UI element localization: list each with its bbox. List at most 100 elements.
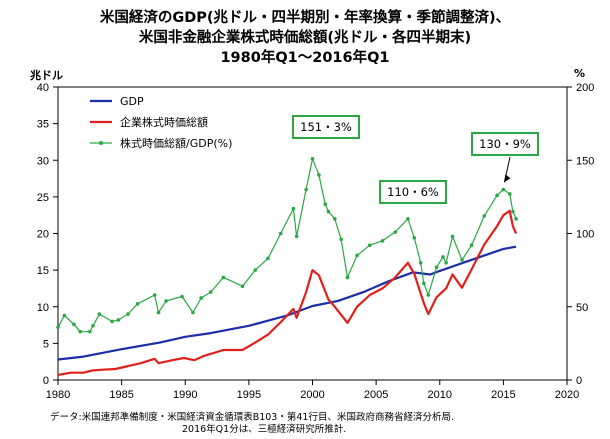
y-right-tick-label: 0 <box>576 375 582 387</box>
ratio-point <box>434 265 439 269</box>
annotations: 151・3% 110・6% 130・9% <box>292 115 539 204</box>
x-tick-label: 1990 <box>173 389 197 401</box>
chart-title-line-3: 1980年Q1〜2016年Q1 <box>220 50 390 66</box>
ratio-point <box>441 255 445 259</box>
series-line-gdp <box>57 245 517 361</box>
callout-arrowhead <box>504 174 511 183</box>
ratio-point <box>126 312 130 316</box>
callout-box <box>379 180 447 204</box>
ratio-point <box>135 302 140 306</box>
ratio-point <box>291 206 296 211</box>
y-right-tick-label: 100 <box>576 229 594 241</box>
ratio-point <box>164 299 168 303</box>
callout-label: 110・6% <box>387 185 439 199</box>
x-tick-label: 2005 <box>364 389 388 401</box>
ratio-point <box>199 296 203 300</box>
ratio-point <box>323 202 328 206</box>
x-tick-label: 1995 <box>237 389 261 401</box>
ratio-point <box>418 261 423 265</box>
x-tick-label: 2020 <box>555 389 579 401</box>
y-left-tick-label: 35 <box>37 119 49 131</box>
ratio-point <box>253 268 258 272</box>
y-right-tick-label: 200 <box>576 82 594 94</box>
ratio-point <box>339 237 343 242</box>
callout-box <box>292 115 360 139</box>
x-tick-label: 1985 <box>109 389 133 401</box>
x-tick-label: 1980 <box>46 389 70 401</box>
ratio-point <box>355 253 359 258</box>
y-left-tick-label: 25 <box>37 192 49 204</box>
series-line-market-cap <box>57 209 518 376</box>
y-left-tick-label: 40 <box>37 82 49 94</box>
ratio-point <box>460 258 464 262</box>
ratio-point <box>221 275 226 280</box>
x-tick-label: 2010 <box>428 389 452 401</box>
x-tick-label: 2000 <box>300 389 324 401</box>
ratio-point <box>406 217 410 221</box>
ratio-point <box>367 243 372 248</box>
ratio-point <box>412 236 417 240</box>
ratio-point <box>62 313 67 318</box>
ratio-point <box>240 284 245 289</box>
ratio-point <box>278 231 283 236</box>
legend-swatch-marker <box>99 141 103 145</box>
ratio-point <box>110 319 114 324</box>
ratio-point <box>191 310 195 315</box>
ratio-point <box>332 217 337 221</box>
ratio-point <box>266 256 270 261</box>
ratio-point <box>450 234 455 239</box>
ratio-point <box>507 192 512 196</box>
callout-box <box>471 132 539 156</box>
y-left-tick-label: 10 <box>37 302 49 314</box>
ratio-point <box>380 239 385 243</box>
y-left-tick-label: 5 <box>43 338 49 350</box>
ratio-point <box>326 209 331 214</box>
x-tick-label: 2015 <box>491 389 515 401</box>
ratio-point <box>91 323 95 328</box>
source-note-2: 2016年Q1分は、三極経済研究所推計. <box>182 424 347 435</box>
legend-label: 株式時価総額/GDP(%) <box>120 136 232 150</box>
y-left-tick-label: 20 <box>37 229 49 241</box>
ratio-point <box>393 230 398 234</box>
legend-label: 企業株式時価総額 <box>120 115 208 129</box>
ratio-point <box>495 193 499 198</box>
y-left-tick-label: 30 <box>37 155 49 167</box>
ratio-point <box>116 318 121 322</box>
source-notes: データ:米国連邦準備制度・米国経済資金循環表B103・第41行目、米国政府商務省… <box>50 412 454 436</box>
ratio-point <box>426 293 431 297</box>
chart-title-line-2: 米国非金融企業株式時価総額(兆ドル・各四半期末) <box>138 30 472 46</box>
legend-label: GDP <box>120 95 144 108</box>
ratio-point <box>514 217 518 221</box>
ratio-point <box>422 281 426 286</box>
ratio-point <box>56 325 60 330</box>
ratio-point <box>152 293 157 297</box>
ratio-point <box>78 329 83 334</box>
ratio-point <box>317 173 321 177</box>
ratio-point <box>180 294 184 299</box>
axes-layer: 1980 1985 1990 1995 2000 2005 2010 2015 20200510… <box>37 82 595 401</box>
ratio-point <box>444 261 448 265</box>
right-axis-unit: % <box>574 67 586 80</box>
ratio-point <box>156 310 161 315</box>
y-left-tick-label: 15 <box>37 265 49 277</box>
callout-label: 151・3% <box>300 120 352 134</box>
y-right-tick-label: 50 <box>576 302 588 314</box>
left-axis-unit: 兆ドル <box>30 69 63 82</box>
ratio-point <box>294 234 299 239</box>
callout-label: 130・9% <box>479 137 531 151</box>
ratio-point <box>97 312 102 316</box>
y-left-tick-label: 0 <box>43 375 49 387</box>
ratio-point <box>469 243 474 248</box>
chart-title-line-1: 米国経済のGDP(兆ドル・四半期別・年率換算・季節調整済)、 <box>99 10 511 26</box>
ratio-point <box>88 329 92 334</box>
series-layer <box>56 156 518 376</box>
ratio-point <box>345 275 350 280</box>
y-right-tick-label: 150 <box>576 155 594 167</box>
ratio-point <box>72 322 76 327</box>
source-note-1: データ:米国連邦準備制度・米国経済資金循環表B103・第41行目、米国政府商務省… <box>50 412 454 423</box>
ratio-point <box>310 156 315 161</box>
ratio-point <box>511 209 515 214</box>
ratio-point <box>304 187 308 192</box>
